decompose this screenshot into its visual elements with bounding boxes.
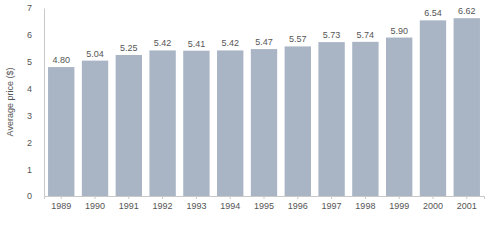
x-tick-mark [264,196,265,199]
y-tick-label: 7 [27,3,32,13]
y-tick-label: 2 [27,138,32,148]
y-tick: 6 [27,30,44,40]
y-tick-label: 0 [27,191,32,201]
x-tick-mark [331,196,332,199]
x-tick-label: 1994 [220,201,240,211]
x-tick-mark [230,196,231,199]
x-tick: 2001 [457,196,477,211]
y-tick-label: 3 [27,111,32,121]
x-tick-label: 1998 [355,201,375,211]
y-tick: 5 [27,57,44,67]
x-tick-label: 1989 [51,201,71,211]
x-tick: 1993 [186,196,206,211]
x-axis: 1989 1990 1991 1992 1993 1994 1995 1996 1997 1998… [45,196,485,211]
x-tick: 1998 [355,196,375,211]
data-label: 5.57 [289,34,307,44]
y-tick: 3 [27,111,44,121]
y-tick: 0 [27,191,44,201]
x-tick-label: 1999 [389,201,409,211]
x-tick-mark [128,196,129,199]
x-tick: 1996 [288,196,308,211]
bars [48,18,480,196]
y-tick: 4 [27,84,44,94]
x-tick: 1989 [51,196,71,211]
y-tick: 1 [27,165,44,175]
x-tick: 1992 [153,196,173,211]
bar [82,61,108,196]
y-tick-label: 6 [27,30,32,40]
data-label: 5.74 [357,30,375,40]
data-label: 4.80 [52,55,70,65]
y-tick: 2 [27,138,44,148]
y-axis: 0 1 2 3 4 5 6 7 [27,3,45,201]
y-tick-label: 1 [27,165,32,175]
y-axis-line [44,9,45,197]
y-axis-title: Average price ($) [5,68,15,137]
x-tick-label: 2000 [423,201,443,211]
y-tick-label: 5 [27,57,32,67]
bar [386,38,412,196]
y-tick: 7 [27,3,44,13]
x-tick-mark [196,196,197,199]
data-label: 5.41 [188,39,206,49]
x-tick-mark [432,196,433,199]
x-tick: 1990 [85,196,105,211]
bar [183,51,209,196]
bar [318,42,344,196]
chart: 0 1 2 3 4 5 6 7 1989 1990 1991 1992 1993 1994 1995 1996… [0,0,490,230]
x-tick-mark [365,196,366,199]
bar [48,67,74,196]
x-tick-mark [61,196,62,199]
bar [420,20,446,196]
bar [149,50,175,196]
plot: 0 1 2 3 4 5 6 7 1989 1990 1991 1992 1993 1994 1995 1996… [27,3,485,211]
x-tick-label: 2001 [457,201,477,211]
x-tick-label: 1997 [322,201,342,211]
data-label: 6.54 [424,8,442,18]
bar [454,18,480,196]
y-tick-label: 4 [27,84,32,94]
bar [217,50,243,196]
x-tick: 1997 [322,196,342,211]
x-tick-mark [466,196,467,199]
data-label: 5.25 [120,43,138,53]
x-tick: 1999 [389,196,409,211]
data-labels: 4.80 5.04 5.25 5.42 5.41 5.42 5.47 5.57 5.73 5.74… [52,6,475,65]
x-tick-mark [162,196,163,199]
data-label: 5.47 [255,37,273,47]
x-tick-label: 1990 [85,201,105,211]
bar [251,49,277,196]
data-label: 5.04 [86,49,104,59]
x-tick-label: 1992 [153,201,173,211]
x-tick-label: 1993 [186,201,206,211]
x-axis-line [45,197,485,200]
x-tick-mark [399,196,400,199]
x-tick-mark [297,196,298,199]
x-tick: 1991 [119,196,139,211]
x-tick: 1995 [254,196,274,211]
data-label: 5.73 [323,30,341,40]
bar [352,42,378,196]
data-label: 5.42 [154,38,172,48]
x-tick: 2000 [423,196,443,211]
bar [285,46,311,196]
data-label: 5.90 [390,26,408,36]
data-label: 6.62 [458,6,476,16]
x-tick-label: 1995 [254,201,274,211]
data-label: 5.42 [221,38,239,48]
x-tick-mark [95,196,96,199]
x-tick-label: 1996 [288,201,308,211]
x-tick: 1994 [220,196,240,211]
bar [116,55,142,196]
x-tick-label: 1991 [119,201,139,211]
